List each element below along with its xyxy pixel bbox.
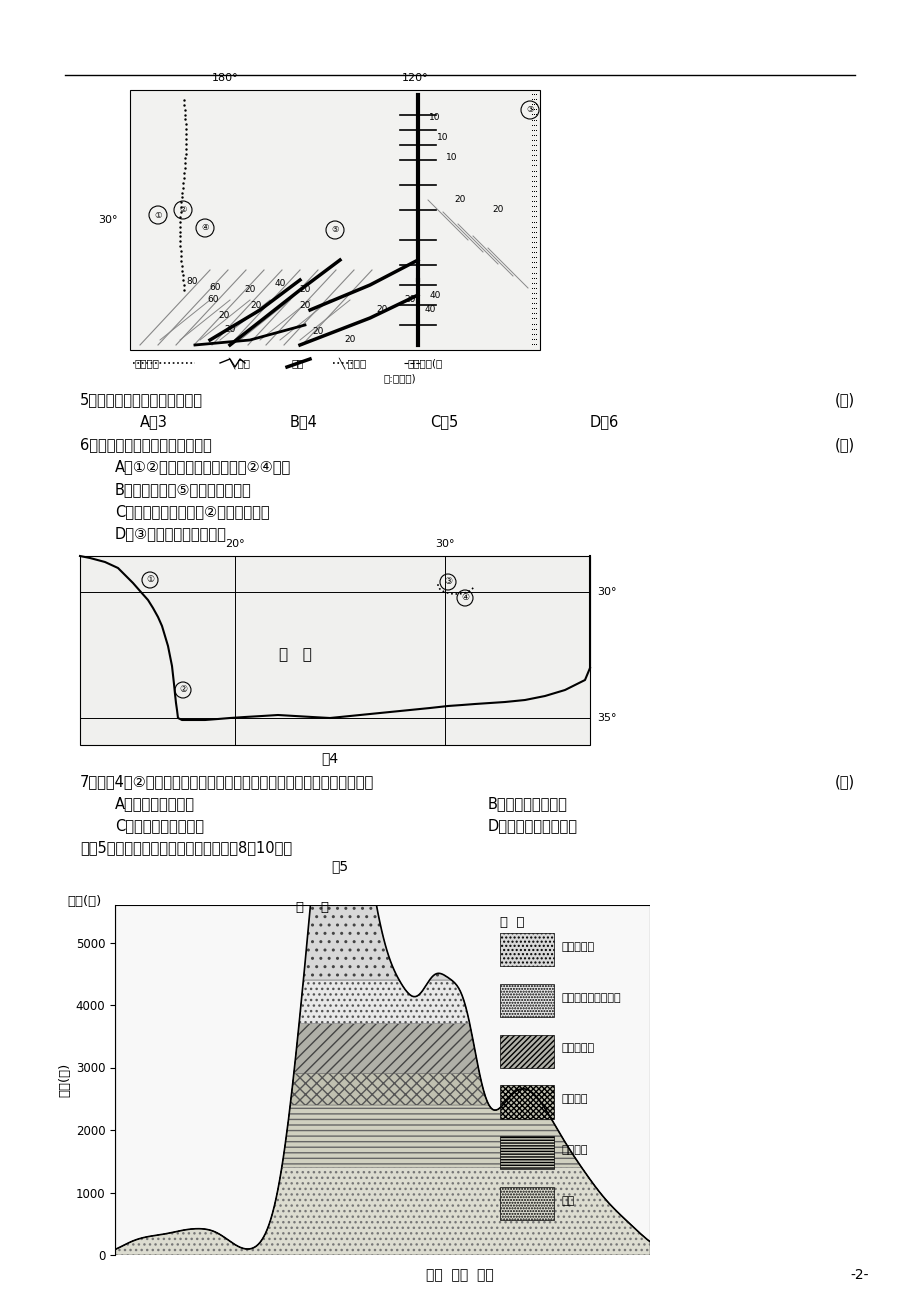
Text: 60: 60	[209, 283, 221, 292]
Text: C．5: C．5	[429, 414, 458, 430]
Text: 6．以下对图中事物描述正确的是: 6．以下对图中事物描述正确的是	[80, 437, 211, 453]
Text: ③: ③	[526, 105, 533, 115]
Text: 大陆轮廓: 大陆轮廓	[135, 358, 160, 368]
Text: (　): ( )	[834, 437, 854, 453]
Text: ╲ 海沟: ╲ 海沟	[228, 357, 250, 368]
Text: 20: 20	[299, 285, 311, 294]
Text: ②: ②	[178, 685, 187, 694]
Text: 位:百万年): 位:百万年)	[383, 372, 416, 383]
Text: 20: 20	[224, 326, 235, 335]
Bar	[115, 905, 650, 1255]
Bar	[500, 984, 553, 1017]
Text: B．4: B．4	[289, 414, 318, 430]
Text: 30°: 30°	[596, 587, 616, 598]
Text: 20: 20	[299, 301, 311, 310]
Text: ╲ 海岭、: ╲ 海岭、	[337, 357, 366, 368]
Text: 高山冰雪带: 高山冰雪带	[562, 943, 595, 952]
Text: 20: 20	[244, 285, 255, 294]
Text: 180°: 180°	[211, 73, 238, 83]
Text: 40: 40	[424, 306, 436, 315]
Text: ①: ①	[154, 211, 162, 220]
Text: 7．右图4中②城市西部的广阔海域为世界著名的渔场，其形成原因主要是: 7．右图4中②城市西部的广阔海域为世界著名的渔场，其形成原因主要是	[80, 775, 374, 789]
Text: 20: 20	[454, 195, 465, 204]
Text: A．3: A．3	[140, 414, 167, 430]
Text: 荒漠: 荒漠	[562, 1195, 574, 1206]
Text: 山地针叶林: 山地针叶林	[562, 1043, 595, 1053]
Text: ②: ②	[179, 206, 187, 215]
Text: 海拔(米): 海拔(米)	[67, 894, 101, 907]
Text: (　): ( )	[834, 392, 854, 408]
Text: 10: 10	[446, 154, 458, 163]
Text: 地层年龄(单: 地层年龄(单	[407, 358, 443, 368]
Text: 40: 40	[429, 290, 440, 299]
Text: ④: ④	[201, 224, 209, 233]
Text: A．①②之间地震发生概率高于②④之间: A．①②之间地震发生概率高于②④之间	[115, 460, 291, 474]
Text: D．位于寒暖流交汇处: D．位于寒暖流交汇处	[487, 819, 577, 833]
Text: 南    北: 南 北	[296, 901, 329, 914]
Text: 20: 20	[403, 296, 415, 305]
Bar	[500, 934, 553, 966]
Y-axis label: 海拔(米): 海拔(米)	[59, 1062, 72, 1098]
Text: 60: 60	[207, 296, 219, 305]
Text: 用心  爱心  专心: 用心 爱心 专心	[425, 1268, 494, 1282]
Text: 80: 80	[186, 277, 198, 286]
Text: 非   洲: 非 洲	[278, 647, 312, 663]
Text: -2-: -2-	[850, 1268, 868, 1282]
Text: 山地草甸: 山地草甸	[562, 1094, 587, 1104]
Text: 图5: 图5	[331, 859, 348, 874]
Text: 断层: 断层	[291, 358, 304, 368]
Text: 10: 10	[429, 113, 440, 122]
Bar	[500, 1035, 553, 1068]
Text: D．③附近的海域有岛弧链: D．③附近的海域有岛弧链	[115, 526, 227, 542]
Text: 20: 20	[250, 301, 261, 310]
Text: 20: 20	[344, 336, 356, 345]
Bar	[130, 90, 539, 350]
Text: B．位于密度流海区: B．位于密度流海区	[487, 797, 567, 811]
Text: 5．图中区域所示的板块个数为: 5．图中区域所示的板块个数为	[80, 392, 203, 408]
Text: 图  例: 图 例	[500, 915, 524, 928]
Bar	[500, 1137, 553, 1169]
Text: C．板块消亡边界附近②地多石灰岩矿: C．板块消亡边界附近②地多石灰岩矿	[115, 504, 269, 519]
Text: ⑤: ⑤	[331, 225, 338, 234]
Text: 20°: 20°	[225, 539, 244, 549]
Text: 高山垒状和稀疏植被: 高山垒状和稀疏植被	[562, 992, 620, 1003]
Text: 20: 20	[492, 206, 503, 215]
Bar	[500, 1186, 553, 1220]
Text: A．冷海水上泛所致: A．冷海水上泛所致	[115, 797, 195, 811]
Text: 山地草原: 山地草原	[562, 1144, 587, 1155]
Text: 35°: 35°	[596, 713, 616, 723]
Text: ①: ①	[146, 575, 153, 585]
Text: ③: ③	[444, 578, 451, 586]
Text: B．板块挤压处⑤的地层年龄较轻: B．板块挤压处⑤的地层年龄较轻	[115, 483, 252, 497]
Bar	[500, 1086, 553, 1118]
Text: 下图5为某山峰植被垂直带谱，读图回答8～10题。: 下图5为某山峰植被垂直带谱，读图回答8～10题。	[80, 841, 292, 855]
Text: 20: 20	[218, 311, 230, 320]
Bar	[80, 556, 589, 745]
Text: 图4: 图4	[321, 751, 338, 766]
Text: 40: 40	[274, 279, 286, 288]
Text: C．沿岸大量河水注入: C．沿岸大量河水注入	[115, 819, 204, 833]
Text: ④: ④	[460, 594, 469, 603]
Text: (　): ( )	[834, 775, 854, 789]
Text: 20: 20	[312, 328, 323, 336]
Text: D．6: D．6	[589, 414, 618, 430]
Text: 30°: 30°	[98, 215, 118, 225]
Text: 10: 10	[437, 134, 448, 142]
Text: 30°: 30°	[435, 539, 454, 549]
Text: 120°: 120°	[402, 73, 428, 83]
Text: 20: 20	[376, 306, 387, 315]
